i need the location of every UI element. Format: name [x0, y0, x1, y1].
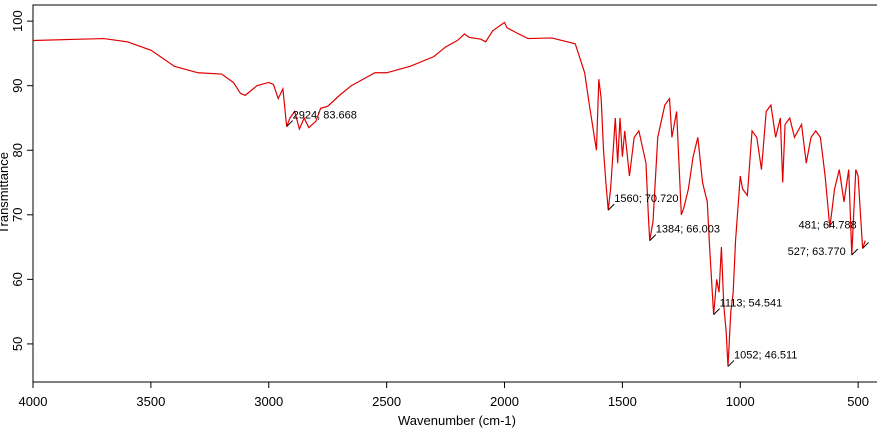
peak-marker — [713, 308, 720, 315]
peak-label: 1052; 46.511 — [734, 349, 797, 361]
peak-label: 2924; 83.668 — [293, 110, 357, 122]
peak-label: 527; 63.770 — [788, 246, 846, 258]
x-tick-label: 4000 — [19, 394, 48, 409]
y-axis-label: Transmittance — [0, 152, 11, 234]
x-axis-label: Wavenumber (cm-1) — [398, 413, 516, 428]
peak-marker — [851, 248, 859, 256]
y-tick-label: 50 — [10, 337, 25, 351]
peak-marker — [727, 360, 735, 367]
x-tick-label: 1000 — [726, 394, 755, 409]
peak-marker — [649, 234, 657, 241]
peak-marker — [607, 203, 615, 211]
peak-label: 481; 64.788 — [798, 219, 856, 231]
peak-label: 1113; 54.541 — [720, 298, 783, 310]
peak-marker — [286, 120, 294, 127]
x-tick-label: 2500 — [372, 394, 401, 409]
x-tick-label: 500 — [847, 394, 869, 409]
peak-label: 1384; 66.003 — [656, 224, 720, 236]
y-tick-label: 60 — [10, 272, 25, 286]
x-tick-label: 3000 — [254, 394, 283, 409]
peak-label: 1560; 70.720 — [614, 193, 678, 205]
y-tick-label: 70 — [10, 208, 25, 222]
spectrum-line — [33, 21, 866, 367]
y-tick-label: 80 — [10, 143, 25, 157]
x-tick-label: 3500 — [136, 394, 165, 409]
peak-marker — [862, 242, 869, 249]
x-tick-label: 2000 — [490, 394, 519, 409]
x-tick-label: 1500 — [608, 394, 637, 409]
y-tick-label: 100 — [10, 10, 25, 32]
plot-frame — [32, 4, 877, 383]
y-tick-label: 90 — [10, 78, 25, 92]
